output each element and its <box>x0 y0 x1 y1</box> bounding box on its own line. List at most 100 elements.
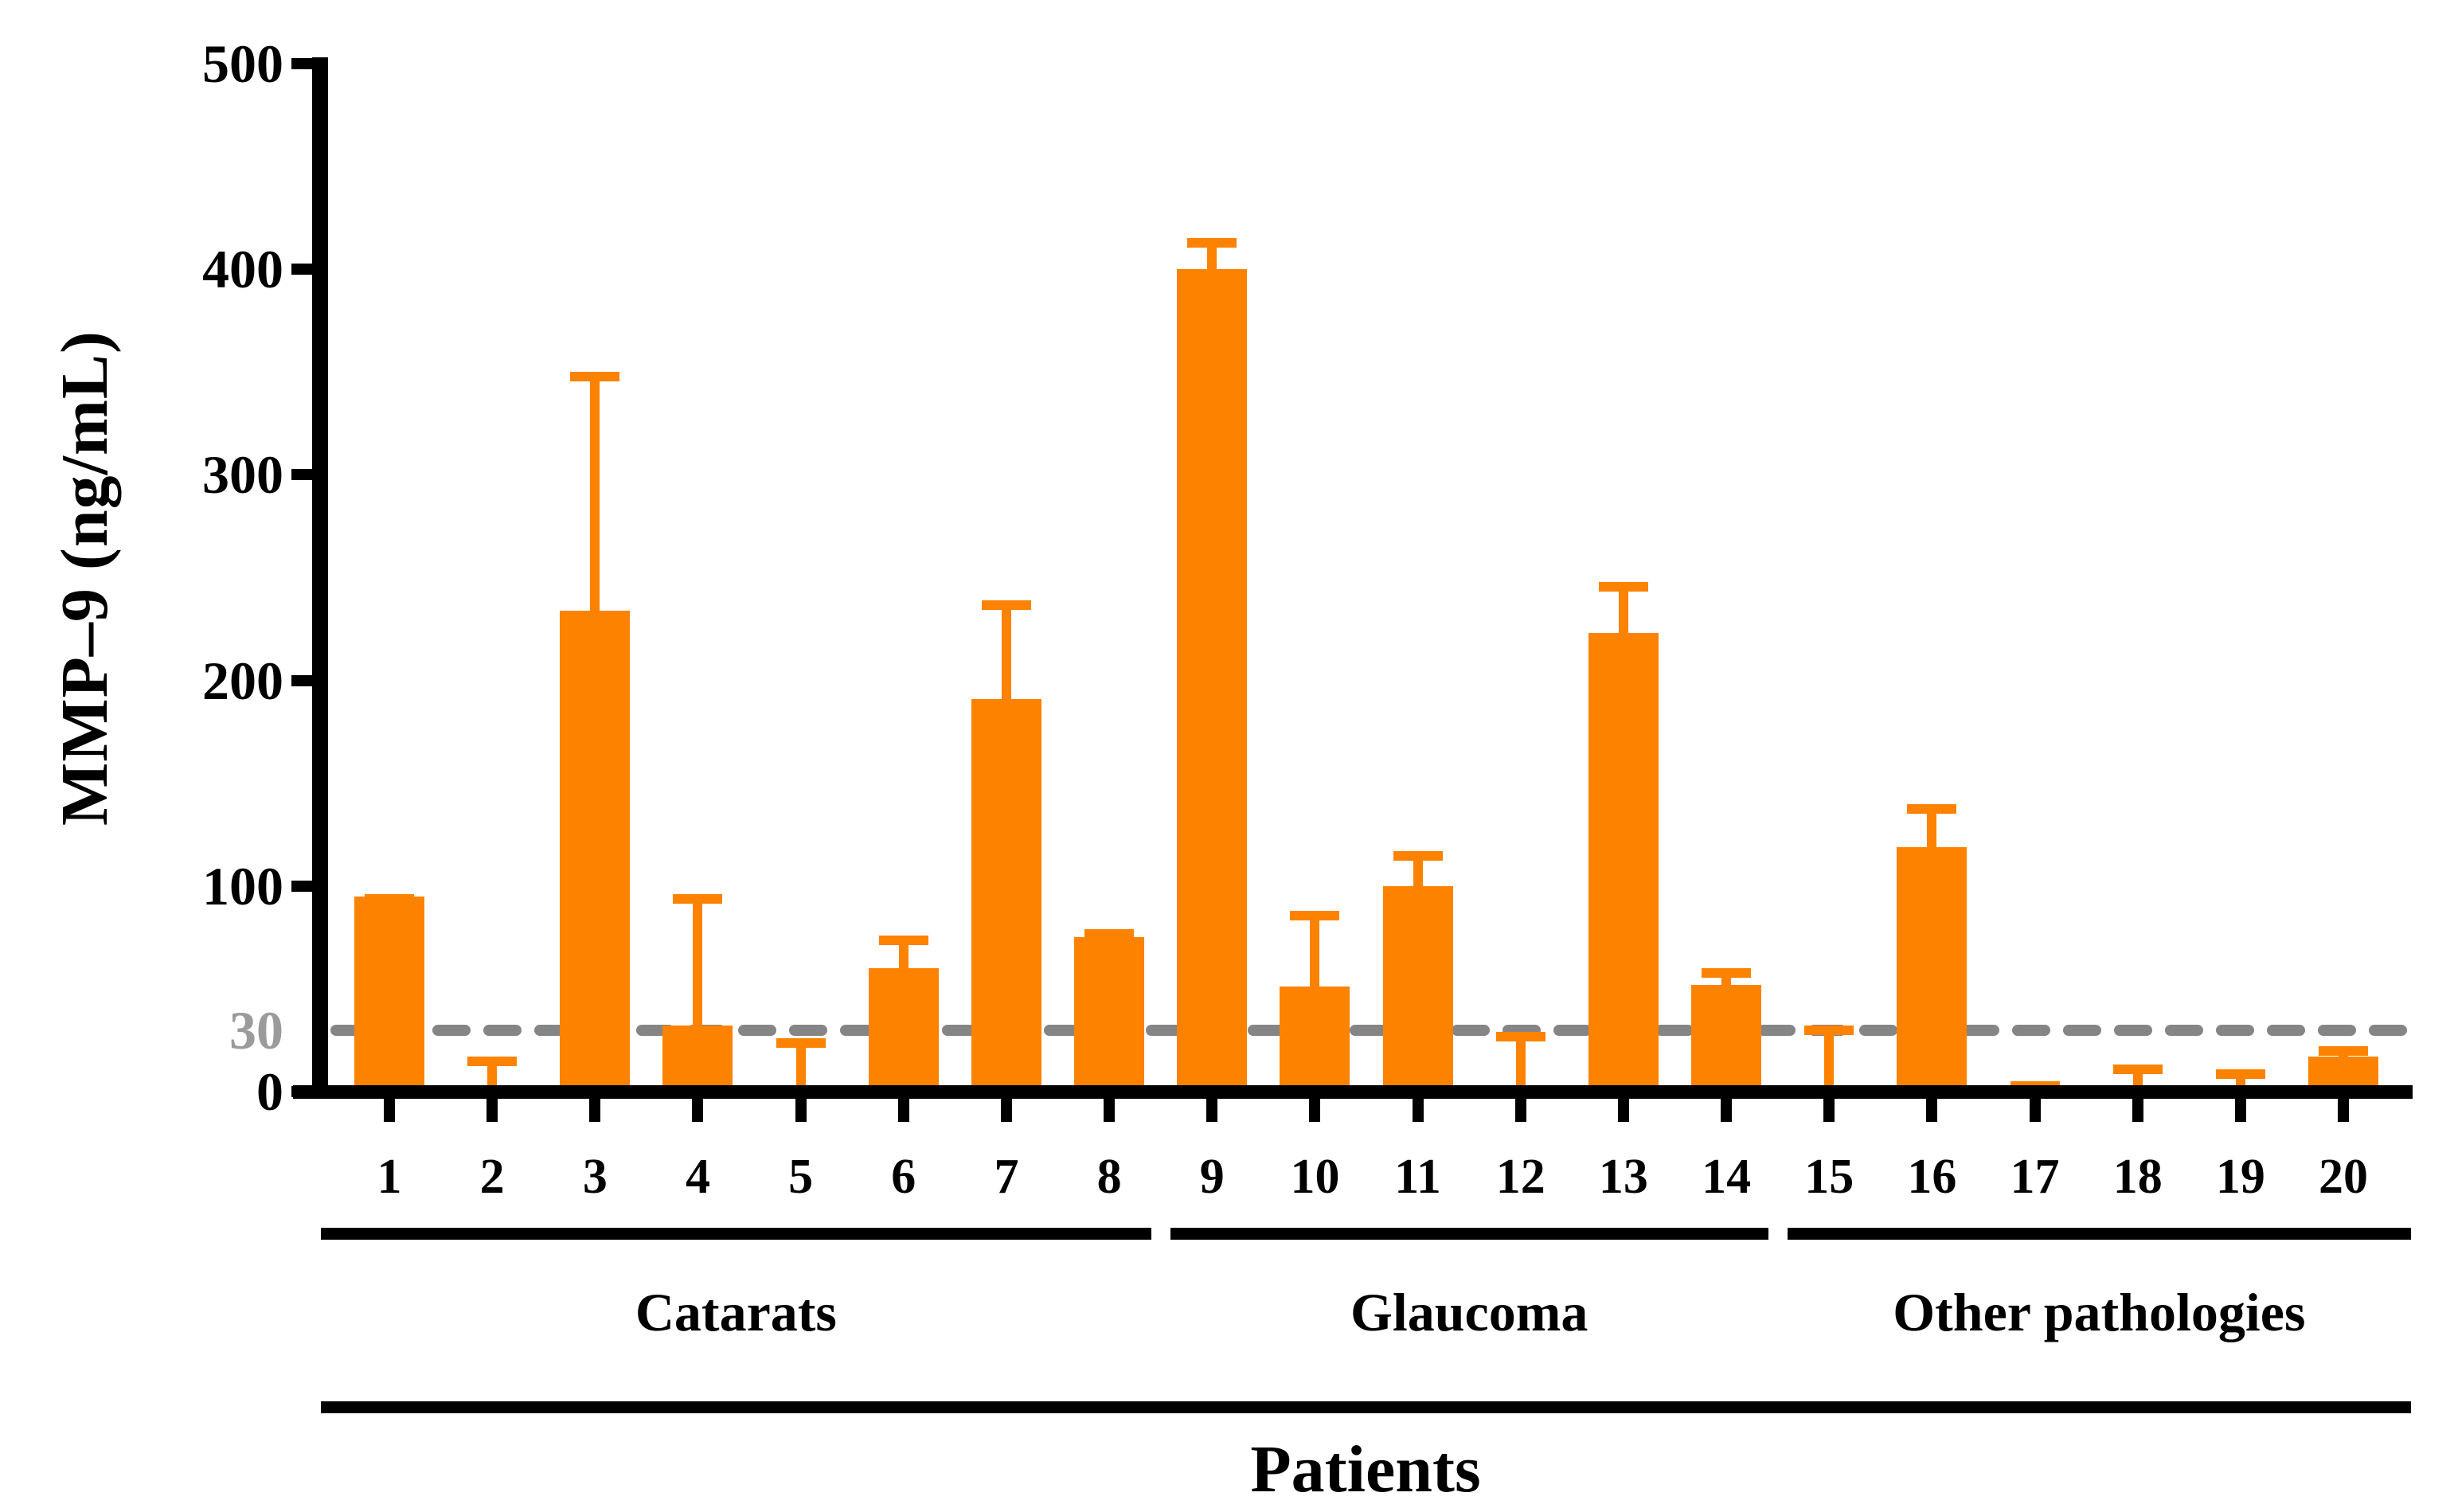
error-bar-cap-patient-13 <box>1598 581 1648 592</box>
y-axis-tick-label: 200 <box>202 650 283 711</box>
error-bar-line-patient-15 <box>1824 1026 1835 1092</box>
error-bar-line-patient-12 <box>1515 1032 1526 1092</box>
error-bar-cap-patient-16 <box>1907 803 1957 814</box>
error-bar-cap-patient-11 <box>1393 850 1443 861</box>
bar-patient-7 <box>971 698 1041 1092</box>
y-axis-tick <box>291 674 312 686</box>
y-axis-tick <box>291 58 312 69</box>
x-axis-label-patient-5: 5 <box>788 1150 814 1204</box>
x-axis-tick <box>2029 1098 2041 1122</box>
group-label-other-pathologies: Other pathologies <box>1893 1282 2306 1342</box>
y-axis-tick <box>291 264 312 275</box>
error-bar-cap-patient-10 <box>1290 910 1340 920</box>
x-axis-tick <box>1926 1098 1938 1122</box>
x-axis-label-patient-1: 1 <box>377 1150 402 1204</box>
error-bar-cap-patient-8 <box>1084 929 1135 940</box>
x-axis-tick <box>589 1098 601 1122</box>
patients-bracket-line <box>321 1401 2411 1413</box>
bar-patient-16 <box>1897 846 1967 1092</box>
x-axis-baseline <box>293 1085 2413 1099</box>
error-bar-cap-patient-4 <box>673 894 723 904</box>
x-axis-label-patient-20: 20 <box>2319 1150 2369 1204</box>
bar-patient-13 <box>1588 633 1659 1092</box>
x-axis-label-patient-9: 9 <box>1199 1150 1225 1204</box>
x-axis-label-patient-18: 18 <box>2112 1150 2163 1204</box>
x-axis-label-patient-19: 19 <box>2215 1150 2265 1204</box>
bar-patient-9 <box>1177 269 1248 1092</box>
x-axis-label-patient-2: 2 <box>479 1150 505 1204</box>
error-bar-cap-patient-3 <box>570 372 620 382</box>
bar-patient-6 <box>868 968 939 1092</box>
bar-patient-14 <box>1691 984 1762 1092</box>
group-line-catarats <box>321 1228 1151 1240</box>
threshold-dashed-line <box>330 1025 2408 1036</box>
y-axis-tick-label: 0 <box>256 1061 283 1122</box>
x-axis-title: Patients <box>1250 1432 1481 1506</box>
x-axis-tick <box>2132 1098 2143 1122</box>
x-axis-tick <box>2234 1098 2246 1122</box>
error-bar-cap-patient-2 <box>467 1057 518 1067</box>
x-axis-tick <box>1514 1098 1526 1122</box>
error-bar-line-patient-5 <box>795 1037 806 1092</box>
x-axis-tick <box>692 1098 704 1122</box>
error-bar-cap-patient-7 <box>981 600 1031 610</box>
bar-patient-8 <box>1074 937 1145 1092</box>
x-axis-tick <box>1309 1098 1321 1122</box>
x-axis-label-patient-13: 13 <box>1598 1150 1648 1204</box>
error-bar-cap-patient-20 <box>2319 1046 2369 1057</box>
bar-patient-1 <box>354 896 424 1092</box>
y-axis-tick-label: 300 <box>202 444 283 506</box>
error-bar-line-patient-10 <box>1310 910 1320 990</box>
y-axis-tick-label: 400 <box>202 239 283 300</box>
x-axis-tick <box>1823 1098 1835 1122</box>
error-bar-line-patient-16 <box>1927 803 1937 850</box>
x-axis-tick <box>2338 1098 2350 1122</box>
error-bar-cap-patient-9 <box>1187 238 1237 248</box>
y-axis-tick-label: 100 <box>202 855 283 916</box>
error-bar-cap-patient-6 <box>878 935 928 945</box>
bar-patient-10 <box>1280 987 1350 1092</box>
x-axis-label-patient-3: 3 <box>582 1150 608 1204</box>
error-bar-cap-patient-18 <box>2112 1065 2163 1075</box>
x-axis-label-patient-12: 12 <box>1495 1150 1545 1204</box>
bar-patient-3 <box>560 610 631 1092</box>
x-axis-tick <box>795 1098 807 1122</box>
x-axis-label-patient-7: 7 <box>994 1150 1019 1204</box>
error-bar-cap-patient-15 <box>1804 1026 1854 1036</box>
x-axis-label-patient-4: 4 <box>685 1150 710 1204</box>
x-axis-label-patient-8: 8 <box>1096 1150 1122 1204</box>
x-axis-label-patient-11: 11 <box>1394 1150 1441 1204</box>
x-axis-label-patient-6: 6 <box>891 1150 916 1204</box>
error-bar-cap-patient-12 <box>1495 1032 1545 1042</box>
x-axis-label-patient-16: 16 <box>1907 1150 1957 1204</box>
x-axis-label-patient-10: 10 <box>1290 1150 1340 1204</box>
x-axis-label-patient-15: 15 <box>1804 1150 1854 1204</box>
bar-patient-4 <box>662 1026 733 1092</box>
bar-patient-11 <box>1382 885 1453 1092</box>
error-bar-cap-patient-19 <box>2215 1069 2265 1079</box>
group-label-catarats: Catarats <box>635 1282 837 1342</box>
threshold-tick-label: 30 <box>229 999 283 1061</box>
x-axis-tick <box>487 1098 498 1122</box>
x-axis-tick <box>1721 1098 1733 1122</box>
error-bar-line-patient-7 <box>1001 600 1011 702</box>
x-axis-tick <box>1104 1098 1116 1122</box>
error-bar-line-patient-3 <box>590 372 600 614</box>
group-line-glaucoma <box>1170 1228 1768 1240</box>
x-axis-tick <box>1617 1098 1629 1122</box>
x-axis-tick <box>1000 1098 1012 1122</box>
error-bar-line-patient-4 <box>693 894 703 1029</box>
y-axis-tick <box>291 469 312 481</box>
x-axis-label-patient-17: 17 <box>2010 1150 2060 1204</box>
x-axis-tick <box>384 1098 395 1122</box>
group-label-glaucoma: Glaucoma <box>1350 1282 1588 1342</box>
group-line-other-pathologies <box>1787 1228 2411 1240</box>
x-axis-tick <box>1206 1098 1218 1122</box>
error-bar-cap-patient-14 <box>1702 968 1752 979</box>
error-bar-line-patient-13 <box>1618 581 1628 637</box>
